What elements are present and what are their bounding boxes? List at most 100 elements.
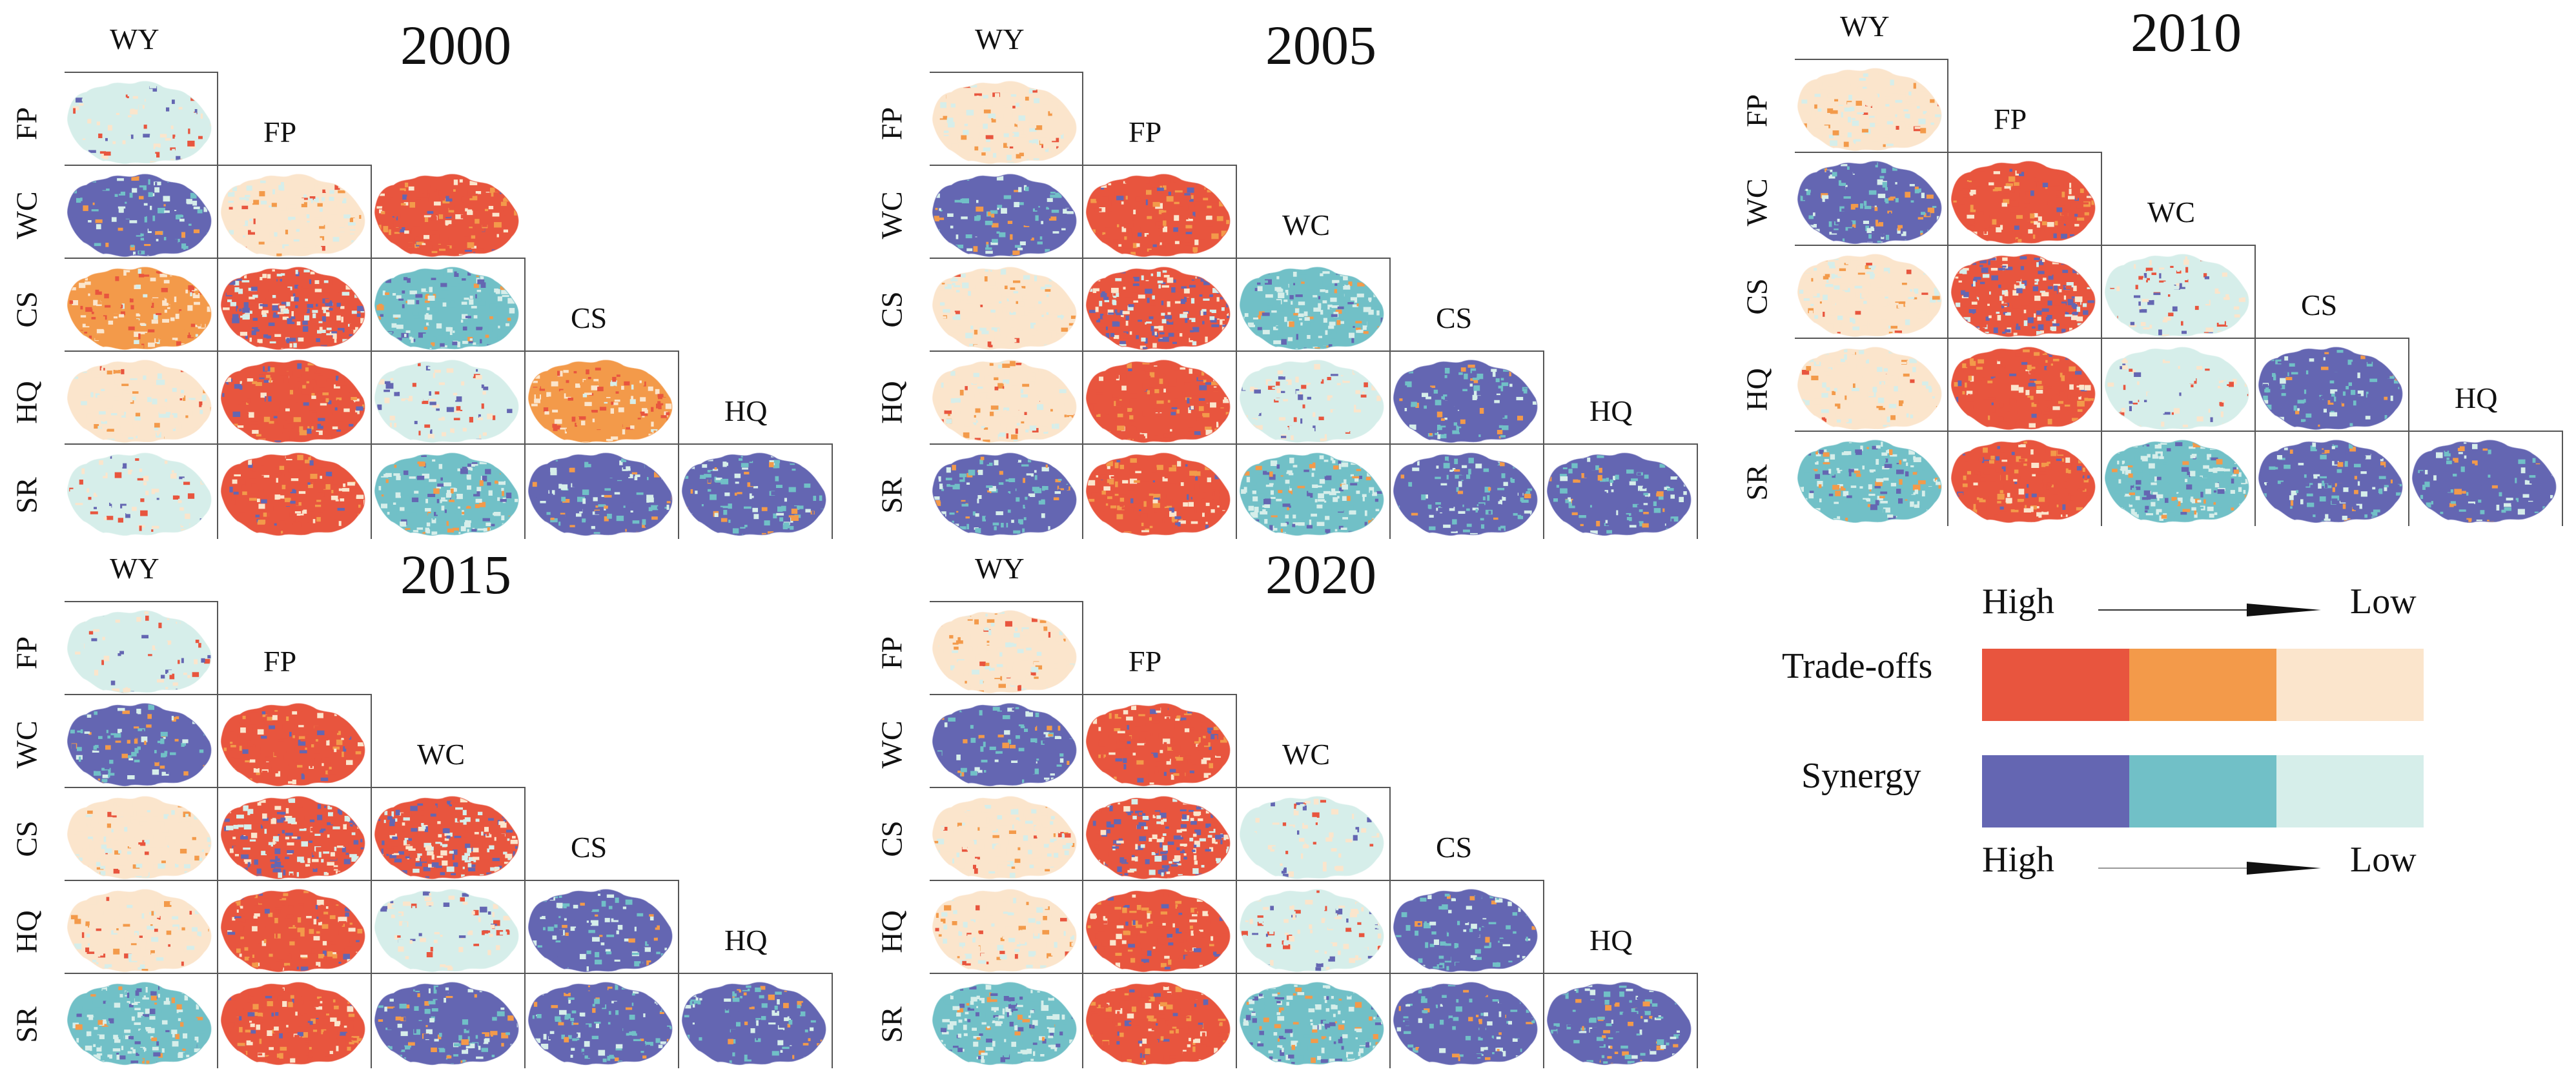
row-label: FP [875,636,908,670]
panel-title: 2000 [400,14,511,76]
grid-line [1795,59,1948,60]
top-label: WC [1282,738,1331,771]
top-label: HQ [1590,924,1633,957]
map-cell-SR-WY [65,975,217,1068]
grid-line [1795,245,2256,246]
map-cell-WC-WY [1795,154,1947,247]
panel-title: 2010 [2131,1,2242,63]
top-label: WC [1282,208,1331,241]
map-cell-HQ-WY [1795,340,1947,433]
row-label: FP [1740,94,1774,128]
grid-line [65,601,218,602]
grid-line [1389,258,1391,539]
map-cell-SR-FP [218,975,371,1068]
top-label: WY [975,552,1025,585]
top-label: CS [1436,301,1473,334]
legend-bottom-arrow [2098,862,2321,875]
map-cell-HQ-WY [65,882,217,975]
map-cell-SR-HQ [1544,975,1697,1068]
map-cell-HQ-CS [1391,882,1543,975]
grid-line [1082,601,1083,1068]
map-cell-HQ-WC [1237,353,1389,446]
map-cell-WC-FP [1948,154,2101,247]
map-cell-HQ-WC [372,882,524,975]
grid-line [930,350,1544,352]
top-label: CS [571,301,608,334]
legend-tradeoffs-low [2276,649,2424,721]
grid-line [217,601,218,1068]
map-cell-HQ-FP [218,353,371,446]
grid-line [1795,152,2102,153]
grid-line [65,443,833,445]
map-cell-FP-WY [930,604,1082,696]
legend-bottom-high: High [1982,840,2054,880]
legend-tradeoffs-high [1982,649,2129,721]
map-cell-WC-WY [65,696,217,789]
panel-2005: 2005 WY FP WC CS HQ FP WC CS HQ SR [875,13,1698,539]
map-cell-CS-FP [218,260,371,353]
panel-2000: 2000WYFPWCCSHQFPWCCSHQSR [10,13,833,539]
row-label: WC [10,191,43,239]
top-label: HQ [1590,394,1633,427]
map-cell-SR-CS [1391,446,1543,539]
map-cell-SR-HQ [679,446,832,539]
map-cell-SR-CS [2256,433,2408,526]
map-cell-SR-WC [372,446,524,539]
top-label: CS [1436,831,1473,864]
grid-line [2562,431,2563,526]
row-label: HQ [875,381,908,424]
map-cell-WC-FP [218,696,371,789]
grid-line [930,72,1083,73]
map-cell-FP-WY [65,74,217,167]
map-cell-HQ-CS [526,882,678,975]
top-label: WY [1840,10,1890,43]
map-cell-HQ-WY [930,353,1082,446]
grid-line [65,165,372,166]
map-cell-HQ-CS [526,353,678,446]
grid-line [217,72,218,539]
map-cell-CS-WC [372,789,524,882]
grid-line [930,601,1083,602]
map-cell-SR-WY [1795,433,1947,526]
map-cell-WC-WY [930,167,1082,260]
grid-line [1947,59,1948,526]
row-label: SR [10,1006,43,1043]
map-cell-FP-WY [1795,61,1947,154]
map-cell-SR-WC [1237,975,1389,1068]
map-cell-HQ-WY [930,882,1082,975]
map-cell-CS-FP [1083,260,1236,353]
map-cell-SR-CS [526,446,678,539]
row-label: WC [875,191,908,239]
grid-line [930,165,1237,166]
panel-title: 2020 [1265,543,1376,605]
grid-line [930,258,1391,259]
map-cell-HQ-WC [372,353,524,446]
panel-title: 2015 [400,543,511,605]
grid-line [2101,152,2102,526]
map-cell-CS-WY [1795,247,1947,340]
map-cell-WC-WY [65,167,217,260]
map-cell-WC-FP [1083,167,1236,260]
top-label: FP [263,116,297,148]
grid-line [1236,694,1237,1068]
top-label: CS [2301,289,2338,321]
row-label: CS [875,291,908,328]
grid-line [1697,973,1698,1068]
row-label: HQ [875,910,908,953]
map-cell-CS-WC [372,260,524,353]
top-label: WY [975,23,1025,56]
legend-bottom-low: Low [2350,840,2417,880]
grid-line [930,787,1391,788]
grid-line [371,694,372,1068]
map-cell-HQ-FP [218,882,371,975]
map-cell-CS-WY [930,260,1082,353]
grid-line [678,350,679,539]
top-label: WC [2147,196,2196,228]
map-cell-SR-CS [1391,975,1543,1068]
grid-line [65,880,679,881]
grid-line [371,165,372,539]
map-cell-SR-WY [65,446,217,539]
legend-tradeoffs-label: Trade-offs [1782,646,1933,686]
map-cell-HQ-WY [65,353,217,446]
